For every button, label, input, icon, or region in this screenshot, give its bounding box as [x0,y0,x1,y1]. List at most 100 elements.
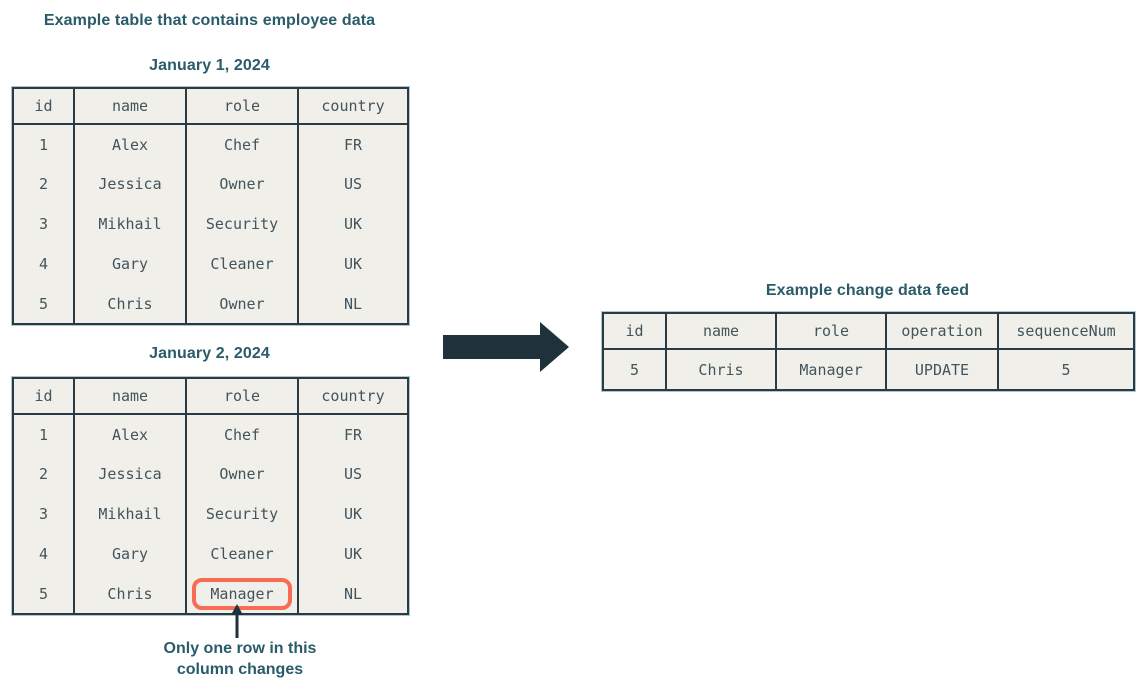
table-header-cell: country [297,88,409,125]
employee-table-jan1: id name role country 1 Alex Chef FR 2 Jessica Owne… [12,87,409,325]
cell-value: UK [343,545,363,563]
table-header-cell: operation [885,313,999,350]
table-header-cell: name [665,313,777,350]
table-cell: UK [297,534,409,574]
cell-value: Chris [107,294,153,313]
table-cell: Owner [185,454,299,494]
table-cell: Owner [185,164,299,204]
cell-value: 3 [38,215,49,233]
table-cell: Cleaner [185,534,299,574]
table-cell: US [297,454,409,494]
table-cell: Manager [775,349,887,390]
annotation-line2: column changes [176,661,304,678]
cell-value: Owner [219,465,265,483]
table-title-change-feed: Example change data feed [765,282,970,299]
cell-value: NL [343,294,363,313]
cell-value: UPDATE [914,360,970,379]
cell-value: Cleaner [210,545,274,563]
table-header-cell: id [12,88,75,125]
table-cell: UPDATE [885,349,999,390]
table-row: 4 Gary Cleaner UK [12,244,409,284]
table-title-jan1: January 1, 2024 [149,57,270,74]
highlighted-cell-value: Manager [192,577,292,610]
table-row: 4 Gary Cleaner UK [12,534,409,574]
table-header-cell: role [185,378,299,415]
table-cell: Jessica [73,454,187,494]
cell-value: US [343,465,363,483]
cell-value: 5 [38,294,49,313]
table-row: 5 Chris Owner NL [12,284,409,324]
table-cell: Gary [73,244,187,284]
annotation-text: Only one row in this column changes [128,638,352,680]
table-row: 1 Alex Chef FR [12,414,409,454]
cell-value: Manager [799,360,863,379]
cell-value: Alex [111,425,149,444]
cell-value: 4 [38,255,49,273]
table-cell: NL [297,574,409,614]
table-cell: 1 [12,124,75,164]
employee-table-jan2: id name role country 1 Alex Chef FR 2 Jessica Owne… [12,377,409,615]
table-cell: US [297,164,409,204]
table-cell: NL [297,284,409,324]
table-cell: 3 [12,494,75,534]
cell-value: 1 [38,135,49,154]
cell-value: UK [343,215,363,233]
cell-value: Chris [107,584,153,603]
table-header-cell: sequenceNum [997,313,1135,350]
cell-value: FR [343,425,363,444]
table-title-jan2: January 2, 2024 [149,345,270,362]
cell-value: FR [343,135,363,154]
flow-right-arrow-icon [443,322,569,372]
table-header-cell: country [297,378,409,415]
table-cell: 5 [997,349,1135,390]
cell-value: 2 [38,175,49,193]
table-cell: 1 [12,414,75,454]
table-cell: Mikhail [73,494,187,534]
cell-value: 5 [1061,360,1071,379]
cell-value: Chef [223,135,261,154]
cell-value: 1 [38,425,49,444]
table-cell: Security [185,494,299,534]
table-cell: FR [297,124,409,164]
table-header-cell: role [775,313,887,350]
cell-value: Owner [219,294,265,313]
table-row: 5 Chris Manager NL [12,574,409,614]
cell-value: Alex [111,135,149,154]
table-cell: Owner [185,284,299,324]
table-cell: UK [297,204,409,244]
diagram-title: Example table that contains employee dat… [43,12,376,29]
cell-value: Chris [698,360,744,379]
table-cell: 2 [12,164,75,204]
table-header-row: id name role operation sequenceNum [602,313,1135,350]
table-cell: 2 [12,454,75,494]
table-header-cell: name [73,378,187,415]
table-row: 3 Mikhail Security UK [12,204,409,244]
table-row: 5 Chris Manager UPDATE 5 [602,349,1135,390]
cell-value: Mikhail [98,505,162,523]
table-cell: Chris [73,284,187,324]
annotation-line1: Only one row in this [163,640,317,657]
table-header-row: id name role country [12,378,409,415]
table-cell: Chef [185,124,299,164]
table-header-cell: id [602,313,667,350]
cell-value: 2 [38,465,49,483]
cell-value: Mikhail [98,215,162,233]
table-cell: UK [297,494,409,534]
cell-value: Jessica [98,465,162,483]
cell-value: 4 [38,545,49,563]
table-cell: 5 [12,284,75,324]
annotation-up-arrow-icon [231,604,243,638]
table-header-cell: role [185,88,299,125]
table-cell: Chris [665,349,777,390]
table-header-cell: name [73,88,187,125]
table-cell: Chef [185,414,299,454]
change-data-feed-table: id name role operation sequenceNum 5 Chris Mana… [602,312,1135,391]
cell-value: Security [205,215,279,233]
table-cell: Security [185,204,299,244]
table-cell: Chris [73,574,187,614]
table-cell: 3 [12,204,75,244]
table-cell: FR [297,414,409,454]
cell-value: Gary [111,545,149,563]
cell-value: Gary [111,255,149,273]
table-cell: Gary [73,534,187,574]
